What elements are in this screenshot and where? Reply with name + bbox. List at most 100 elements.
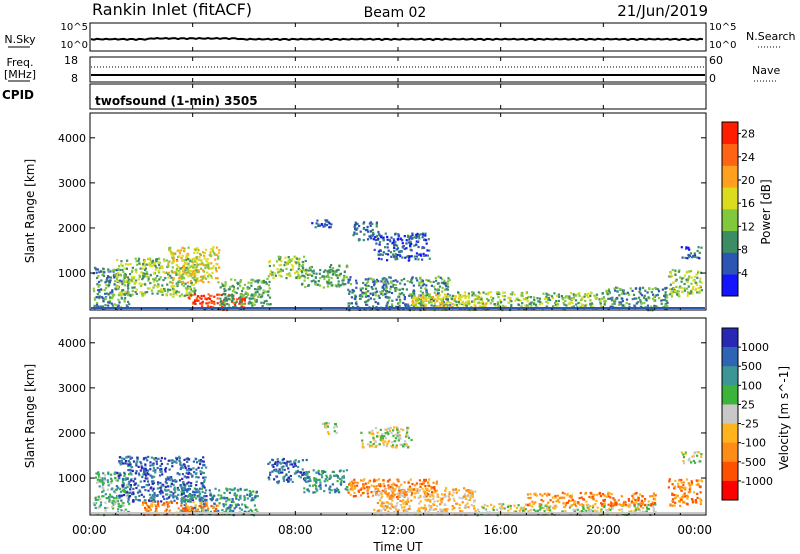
range-gate-cell xyxy=(168,247,171,250)
range-gate-cell xyxy=(468,302,471,305)
range-gate-cell xyxy=(186,293,189,296)
range-gate-cell xyxy=(681,256,684,259)
range-gate-cell xyxy=(149,264,152,267)
range-gate-cell xyxy=(391,305,394,308)
range-gate-cell xyxy=(680,489,683,492)
range-gate-cell xyxy=(429,494,432,497)
range-gate-cell xyxy=(267,284,270,287)
range-gate-cell xyxy=(154,500,157,503)
range-gate-cell xyxy=(118,460,121,463)
range-gate-cell xyxy=(143,275,146,278)
range-gate-cell xyxy=(693,252,696,255)
scatter-region xyxy=(360,426,413,449)
range-gate-cell xyxy=(113,283,116,286)
range-gate-cell xyxy=(658,296,661,300)
range-gate-cell xyxy=(331,483,334,486)
range-gate-cell xyxy=(375,281,378,284)
range-gate-cell xyxy=(225,509,228,512)
range-gate-cell xyxy=(371,278,374,281)
range-gate-cell xyxy=(211,267,214,270)
range-gate-cell xyxy=(289,268,293,271)
range-gate-cell xyxy=(180,249,183,252)
range-gate-cell xyxy=(277,480,280,483)
range-gate-cell xyxy=(403,298,406,301)
range-gate-cell xyxy=(532,502,535,505)
range-gate-cell xyxy=(181,283,184,286)
range-gate-cell xyxy=(122,281,126,284)
range-gate-cell xyxy=(332,270,335,273)
range-gate-cell xyxy=(432,495,435,498)
range-gate-cell xyxy=(626,291,630,294)
range-gate-cell xyxy=(150,456,153,459)
range-gate-cell xyxy=(183,458,186,461)
range-gate-cell xyxy=(238,282,241,285)
range-gate-cell xyxy=(130,456,134,459)
range-gate-cell xyxy=(620,292,623,295)
range-gate-cell xyxy=(380,258,383,261)
range-gate-cell xyxy=(407,488,410,491)
range-gate-cell xyxy=(687,292,690,295)
range-gate-cell xyxy=(671,483,674,486)
range-gate-cell xyxy=(414,513,417,516)
range-gate-cell xyxy=(217,494,220,497)
range-gate-cell xyxy=(193,471,196,474)
range-gate-cell xyxy=(435,279,438,282)
range-gate-cell xyxy=(385,506,388,509)
range-gate-cell xyxy=(288,272,291,275)
range-gate-cell xyxy=(335,269,339,272)
range-gate-cell xyxy=(121,283,124,286)
range-gate-cell xyxy=(345,469,348,472)
range-gate-cell xyxy=(194,249,197,252)
range-gate-cell xyxy=(390,303,394,306)
range-gate-cell xyxy=(194,491,197,494)
range-gate-cell xyxy=(180,274,183,277)
range-gate-cell xyxy=(317,478,320,482)
range-gate-cell xyxy=(194,277,197,280)
range-gate-cell xyxy=(164,485,167,488)
range-gate-cell xyxy=(127,287,130,290)
range-gate-cell xyxy=(205,259,208,262)
range-gate-cell xyxy=(318,224,322,227)
range-gate-cell xyxy=(413,495,416,499)
range-gate-cell xyxy=(422,483,425,486)
range-gate-cell xyxy=(108,293,111,296)
range-gate-cell xyxy=(372,442,375,446)
range-gate-cell xyxy=(652,509,655,512)
range-gate-cell xyxy=(105,280,109,283)
range-gate-cell xyxy=(323,490,326,493)
range-gate-cell xyxy=(383,485,386,488)
range-gate-cell xyxy=(654,498,657,501)
range-gate-cell xyxy=(330,223,333,226)
range-gate-cell xyxy=(196,488,199,491)
range-gate-cell xyxy=(148,262,151,265)
range-gate-cell xyxy=(274,461,277,464)
range-gate-cell xyxy=(589,291,593,294)
range-gate-cell xyxy=(548,493,551,496)
range-gate-cell xyxy=(301,264,305,267)
range-gate-cell xyxy=(106,292,109,295)
range-gate-cell xyxy=(186,509,189,512)
range-gate-cell xyxy=(138,474,141,477)
range-gate-cell xyxy=(631,298,634,301)
range-gate-cell xyxy=(132,480,135,483)
range-gate-cell xyxy=(295,276,298,279)
range-gate-cell xyxy=(97,495,100,498)
range-gate-cell xyxy=(594,503,597,506)
range-gate-cell xyxy=(189,497,192,500)
range-gate-cell xyxy=(397,478,400,481)
range-gate-cell xyxy=(589,491,592,494)
range-gate-cell xyxy=(455,502,458,505)
range-gate-cell xyxy=(611,303,614,306)
range-gate-cell xyxy=(404,440,407,443)
range-gate-cell xyxy=(223,304,226,307)
range-gate-cell xyxy=(106,488,109,491)
range-gate-cell xyxy=(262,292,265,295)
range-gate-cell xyxy=(369,432,372,435)
range-gate-cell xyxy=(391,491,394,494)
range-gate-cell xyxy=(396,497,400,501)
range-gate-cell xyxy=(153,475,156,478)
range-gate-cell xyxy=(612,497,615,500)
range-gate-cell xyxy=(287,261,290,264)
range-gate-cell xyxy=(296,271,299,274)
range-gate-cell xyxy=(479,305,482,308)
